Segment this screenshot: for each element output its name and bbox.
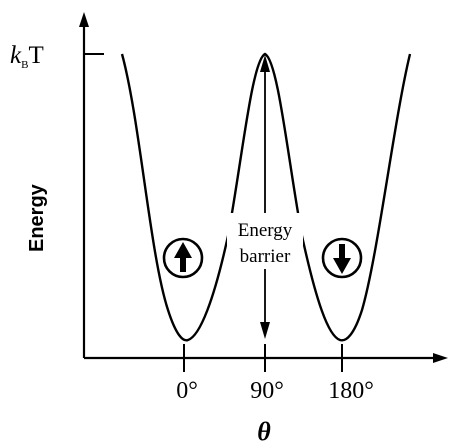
barrier-arrow-bottom [260, 322, 270, 339]
x-axis-arrowhead [433, 353, 448, 363]
down-arrow-icon [333, 244, 351, 274]
up-arrow-icon [174, 242, 192, 272]
kbt-label: kBT [10, 42, 44, 71]
barrier-label-background [227, 213, 303, 269]
spin-up-state [162, 237, 204, 279]
x-axis-label: θ [257, 417, 271, 446]
y-axis-arrowhead [79, 12, 89, 27]
y-axis-label: Energy [26, 183, 48, 252]
barrier-label-line2: barrier [240, 246, 291, 267]
double-well-curve [120, 52, 412, 342]
x-tick-label-0: 0° [176, 378, 198, 404]
barrier-label-line1: Energy [238, 220, 293, 241]
barrier-arrow-top [260, 55, 270, 72]
x-tick-label-180: 180° [328, 378, 374, 404]
x-tick-label-90: 90° [250, 378, 284, 404]
spin-down-state [321, 237, 363, 279]
